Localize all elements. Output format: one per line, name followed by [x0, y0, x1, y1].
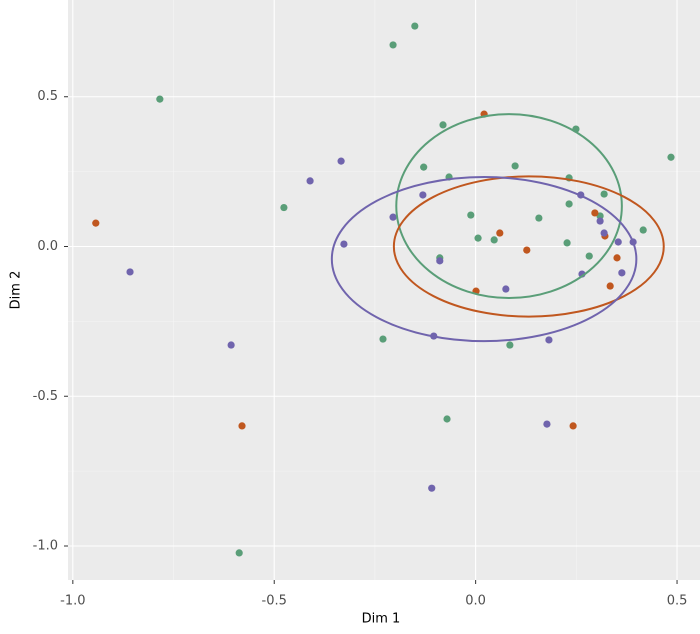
- point: [545, 336, 553, 344]
- point: [379, 335, 387, 343]
- point: [436, 257, 444, 265]
- y-tick-label: 0.0: [37, 239, 58, 254]
- point: [535, 214, 543, 222]
- point: [502, 285, 510, 293]
- point: [235, 549, 243, 557]
- point: [439, 121, 447, 129]
- point: [596, 217, 604, 225]
- point: [238, 422, 246, 430]
- point: [306, 177, 314, 185]
- point: [496, 229, 504, 237]
- point: [565, 200, 573, 208]
- point: [569, 422, 577, 430]
- point: [428, 484, 436, 492]
- confidence-ellipse: [395, 113, 623, 300]
- panel-background: [68, 0, 700, 580]
- point: [523, 246, 531, 254]
- x-tick-label: -1.0: [60, 594, 85, 609]
- point: [389, 41, 397, 49]
- confidence-ellipse: [392, 175, 665, 318]
- point: [490, 236, 498, 244]
- point: [543, 420, 551, 428]
- point: [227, 341, 235, 349]
- point: [419, 191, 427, 199]
- point: [411, 22, 419, 30]
- point: [639, 226, 647, 234]
- point: [591, 209, 599, 217]
- point: [92, 219, 100, 227]
- x-tick-label: 0.5: [667, 594, 688, 609]
- point: [618, 269, 626, 277]
- point: [600, 229, 608, 237]
- x-axis-title: Dim 1: [362, 612, 401, 627]
- point: [474, 234, 482, 242]
- point: [467, 211, 475, 219]
- point: [563, 239, 571, 247]
- point: [156, 95, 164, 103]
- point: [614, 238, 622, 246]
- point: [280, 203, 288, 212]
- y-tick-label: 0.5: [37, 89, 58, 104]
- point: [585, 252, 593, 260]
- point: [511, 162, 519, 170]
- point: [667, 153, 675, 161]
- point: [613, 254, 621, 262]
- point: [126, 268, 134, 276]
- x-tick-label: -0.5: [262, 594, 287, 609]
- point: [600, 190, 608, 198]
- point: [389, 213, 397, 221]
- point: [506, 341, 514, 349]
- point: [596, 212, 604, 220]
- x-tick-label: 0.0: [465, 594, 486, 609]
- point: [420, 163, 428, 171]
- point: [443, 415, 451, 423]
- y-tick-label: -1.0: [33, 539, 58, 554]
- point: [337, 157, 345, 165]
- point: [606, 282, 614, 290]
- y-axis-title: Dim 2: [9, 271, 24, 310]
- y-tick-label: -0.5: [33, 389, 58, 404]
- point: [340, 240, 348, 248]
- confidence-ellipse: [330, 176, 638, 343]
